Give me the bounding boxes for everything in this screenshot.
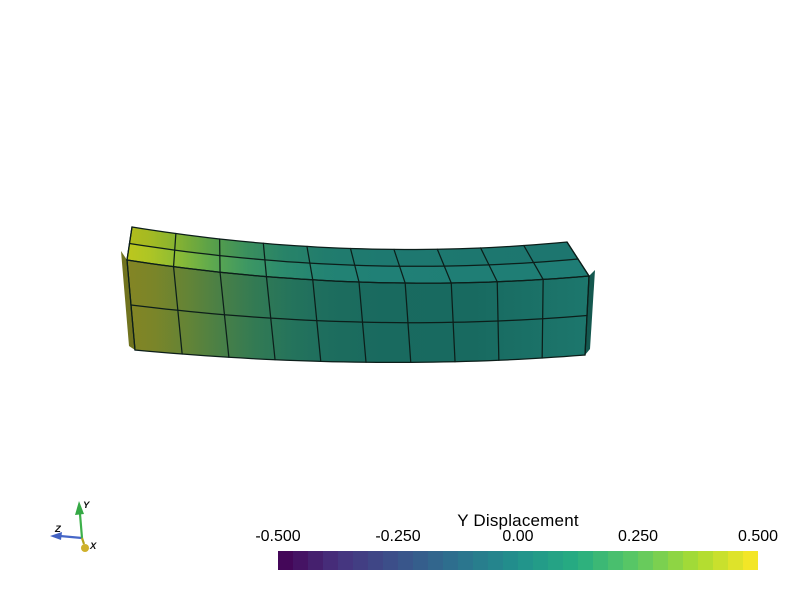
colorbar-segment xyxy=(608,551,623,570)
colorbar-tick-label: 0.250 xyxy=(617,528,659,545)
colorbar-gradient xyxy=(278,551,758,570)
colorbar-segment xyxy=(323,551,338,570)
colorbar-segment xyxy=(698,551,713,570)
colorbar-segment xyxy=(638,551,653,570)
beam-top-face-back-row-shade xyxy=(129,227,578,267)
colorbar-tick-label: 0.500 xyxy=(737,528,779,545)
colorbar-segment xyxy=(383,551,398,570)
colorbar-segment xyxy=(443,551,458,570)
colorbar-segment xyxy=(593,551,608,570)
beam-top-face xyxy=(127,227,589,284)
colorbar-segment xyxy=(503,551,518,570)
colorbar-segment xyxy=(353,551,368,570)
colorbar-tick-label: -0.250 xyxy=(375,528,421,545)
colorbar-segment xyxy=(578,551,593,570)
colorbar-segment xyxy=(563,551,578,570)
colorbar-segment xyxy=(683,551,698,570)
colorbar-segment xyxy=(488,551,503,570)
z-axis-arrow-icon xyxy=(50,532,83,540)
colorbar-segment xyxy=(518,551,533,570)
x-axis-arrow-icon xyxy=(80,537,89,552)
colorbar-tick-label: -0.500 xyxy=(255,528,301,545)
colorbar-segment xyxy=(743,551,758,570)
colorbar-segment xyxy=(713,551,728,570)
beam-left-end-face xyxy=(121,251,135,350)
colorbar-segment xyxy=(458,551,473,570)
colorbar-title: Y Displacement xyxy=(457,511,579,530)
orientation-axes-widget: Y Z X xyxy=(50,500,97,552)
colorbar-segment xyxy=(668,551,683,570)
beam-front-face xyxy=(127,260,589,363)
beam-right-end-face xyxy=(585,270,595,355)
x-axis-label: X xyxy=(89,541,97,552)
colorbar-segment xyxy=(398,551,413,570)
y-axis-label: Y xyxy=(83,500,91,511)
colorbar-segment xyxy=(293,551,308,570)
colorbar-segment xyxy=(728,551,743,570)
colorbar-segment xyxy=(308,551,323,570)
colorbar-segment xyxy=(368,551,383,570)
colorbar-segment xyxy=(338,551,353,570)
colorbar-segment xyxy=(623,551,638,570)
y-axis-arrow-icon xyxy=(75,501,84,539)
colorbar-segment xyxy=(428,551,443,570)
z-axis-label: Z xyxy=(54,524,62,535)
colorbar-tick-label: 0.00 xyxy=(502,528,534,545)
colorbar: Y Displacement -0.500 -0.250 0.00 0.250 … xyxy=(255,510,778,572)
colorbar-segment xyxy=(548,551,563,570)
beam-mesh xyxy=(121,226,595,364)
colorbar-segment xyxy=(533,551,548,570)
colorbar-segment xyxy=(278,551,293,570)
colorbar-segment xyxy=(653,551,668,570)
colorbar-segment xyxy=(473,551,488,570)
beam-mesh-edges xyxy=(126,226,591,364)
colorbar-segment xyxy=(413,551,428,570)
